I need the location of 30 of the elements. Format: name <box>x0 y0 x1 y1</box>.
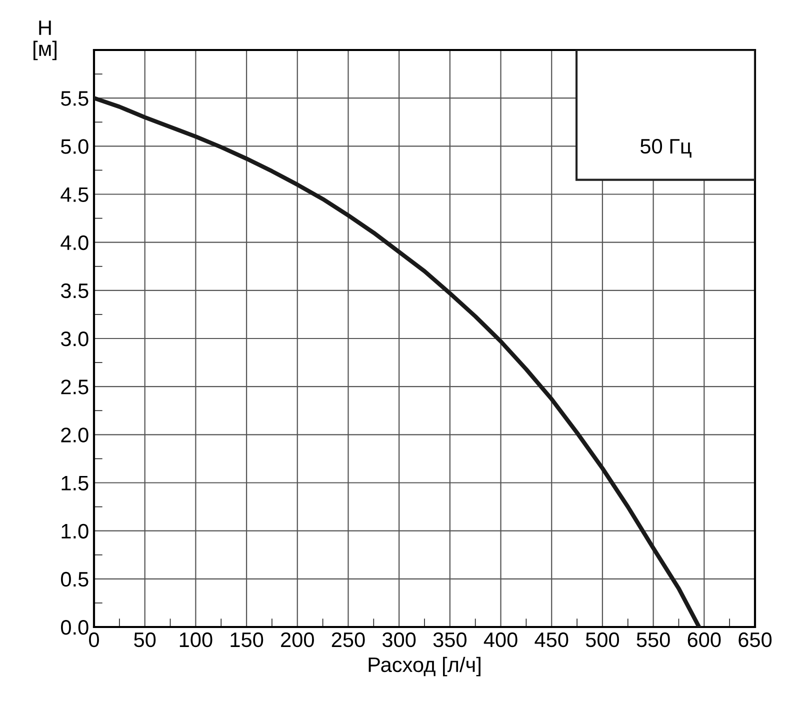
y-tick-label: 1.5 <box>62 476 88 491</box>
x-tick-label: 200 <box>281 632 314 648</box>
y-tick-label: 1.0 <box>62 524 88 539</box>
y-tick-label: 5.0 <box>61 139 88 154</box>
x-tick-label: 250 <box>332 632 365 648</box>
annotation: 50 Гц <box>640 138 692 158</box>
x-tick-label: 350 <box>433 632 466 648</box>
x-tick-label: 450 <box>534 632 568 648</box>
y-tick-label: 5.5 <box>61 91 88 106</box>
y-axis-title: H [м] <box>34 20 56 60</box>
y-tick-label: 3.5 <box>60 283 88 298</box>
y-tick-label: 2.5 <box>61 380 88 394</box>
y-tick-label: 3.0 <box>60 332 88 346</box>
x-tick-label: 150 <box>230 632 264 648</box>
y-tick-label: 2.0 <box>61 428 88 442</box>
x-tick-label: 600 <box>688 632 721 648</box>
y-tick-label: 0.5 <box>60 572 88 587</box>
line-series <box>94 96 702 627</box>
x-tick-label: 50 <box>134 632 156 648</box>
x-axis-title: Расход [л/ч] <box>368 656 480 676</box>
x-tick-label: 550 <box>636 632 670 648</box>
x-tick-label: 500 <box>586 632 620 648</box>
x-tick-label: 300 <box>382 632 416 648</box>
x-tick-label: 100 <box>180 632 212 648</box>
y-tick-label: 4.5 <box>60 187 88 202</box>
x-tick-label: 650 <box>738 632 772 648</box>
y-tick-label: 4.0 <box>60 235 88 250</box>
x-tick-label: 0 <box>89 632 99 648</box>
x-tick-label: 400 <box>484 632 518 648</box>
y-tick-label: 0.0 <box>60 620 88 635</box>
